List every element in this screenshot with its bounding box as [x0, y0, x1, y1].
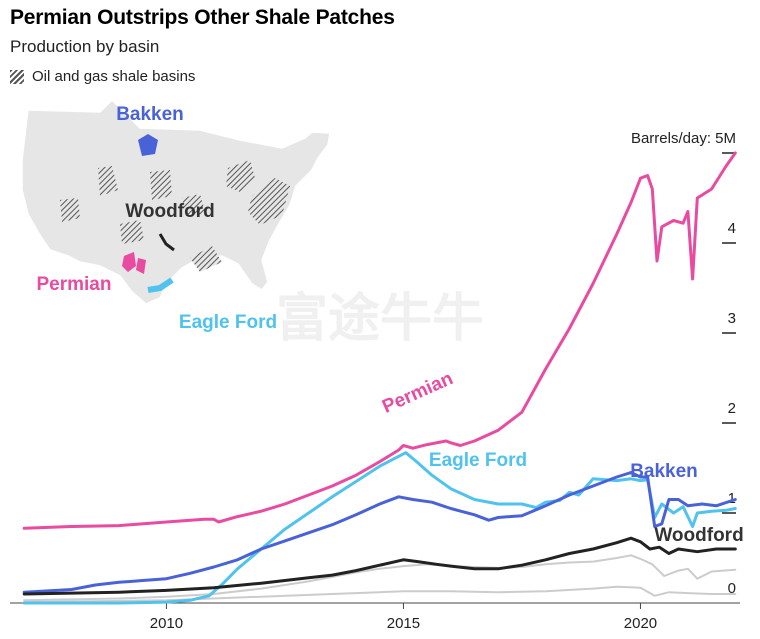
y-tick-label: 0	[728, 580, 736, 597]
map-label-permian: Permian	[37, 274, 112, 295]
y-tick-label: Barrels/day: 5M	[631, 130, 736, 147]
series-line-woodford	[22, 536, 737, 596]
line-label-eagle-ford: Eagle Ford	[429, 450, 527, 471]
series-lines	[22, 151, 737, 605]
chart-title: Permian Outstrips Other Shale Patches	[10, 6, 395, 29]
line-label-woodford: Woodford	[654, 525, 743, 546]
watermark-text: 富途牛牛	[276, 290, 484, 348]
map-label-eagle-ford: Eagle Ford	[179, 312, 277, 333]
map-label-woodford: Woodford	[125, 201, 214, 222]
y-tick-label: 4	[728, 220, 736, 237]
x-axis-ticks: 2010 2015 2020	[150, 603, 657, 632]
permian-basin	[122, 252, 146, 274]
x-tick-label: 2015	[387, 615, 420, 632]
series-line-permian	[22, 151, 737, 530]
series-line-other-5	[23, 585, 737, 604]
line-label-permian: Permian	[379, 368, 456, 418]
shale-basins	[60, 160, 290, 272]
bakken-basin	[138, 134, 158, 156]
chart-subtitle: Production by basin	[10, 37, 160, 56]
y-tick-label: 1	[728, 490, 736, 507]
map-legend-label: Oil and gas shale basins	[32, 68, 196, 85]
series-line-other-4	[23, 554, 737, 602]
us-map-inset	[21, 98, 331, 305]
x-tick-label: 2010	[150, 615, 183, 632]
hatch-swatch-icon	[10, 69, 24, 84]
map-legend: Oil and gas shale basins	[10, 68, 195, 85]
series-line-bakken	[22, 471, 737, 594]
y-tick-label: 2	[728, 400, 736, 417]
line-label-bakken: Bakken	[630, 461, 698, 482]
eagle-ford-basin	[147, 277, 174, 293]
x-tick-label: 2020	[624, 615, 657, 632]
map-label-bakken: Bakken	[116, 104, 184, 125]
woodford-basin	[158, 233, 175, 252]
y-tick-label: 3	[728, 310, 736, 327]
y-axis-ticks: 0 1 2 3 4 Barrels/day: 5M	[631, 130, 736, 597]
us-map-outline	[21, 98, 331, 305]
